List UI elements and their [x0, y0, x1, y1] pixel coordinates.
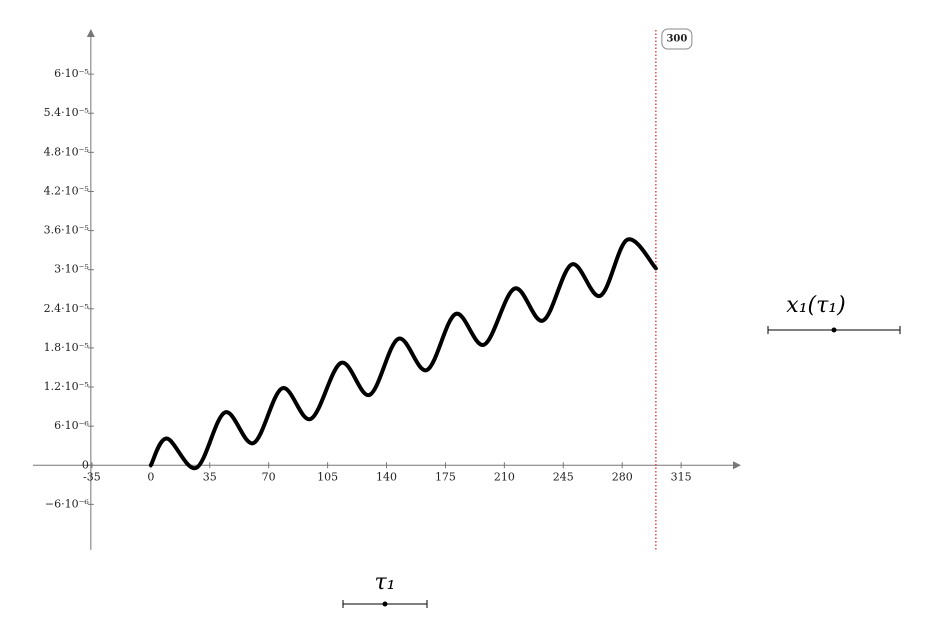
y-tick-label: 4.8·10⁻⁵ [44, 145, 89, 158]
y-tick-label: −6·10⁻⁶ [45, 497, 90, 510]
y-tick-label: 2.4·10⁻⁵ [44, 302, 89, 315]
y-tick-label: 6·10⁻⁶ [54, 419, 89, 432]
y-tick-label: 5.4·10⁻⁵ [44, 106, 89, 119]
x-axis-arrow [733, 461, 741, 470]
x-tick-label: 35 [203, 470, 217, 483]
x-tick-label: 70 [262, 470, 276, 483]
y-label-bar [767, 326, 901, 334]
y-tick-label: 3·10⁻⁵ [54, 263, 89, 276]
data-line [148, 237, 658, 470]
y-tick-label: 4.2·10⁻⁵ [44, 184, 89, 197]
x-tick-label: 105 [317, 470, 338, 483]
y-tick-label: 3.6·10⁻⁵ [44, 224, 89, 237]
x-tick-label: 315 [671, 470, 692, 483]
y-axis-label: x₁(τ₁) [786, 293, 845, 318]
marker-label: 300 [666, 34, 687, 45]
x-tick-label: 175 [435, 470, 456, 483]
x-tick-label: -35 [83, 470, 101, 483]
x-tick-label: 280 [612, 470, 633, 483]
x-label-bar [342, 600, 428, 608]
x-tick-label: 245 [553, 470, 574, 483]
y-tick-label: 6·10⁻⁵ [54, 67, 89, 80]
y-tick-label: 1.2·10⁻⁵ [44, 380, 89, 393]
marker-badge [661, 28, 693, 50]
x-tick-label: 0 [147, 470, 154, 483]
x-axis-label: τ₁ [375, 570, 396, 595]
y-tick-label: 0 [82, 458, 89, 471]
y-axis-arrow [86, 29, 95, 37]
x-tick-label: 210 [494, 470, 515, 483]
x-tick-label: 140 [376, 470, 397, 483]
y-tick-label: 1.8·10⁻⁵ [44, 341, 89, 354]
